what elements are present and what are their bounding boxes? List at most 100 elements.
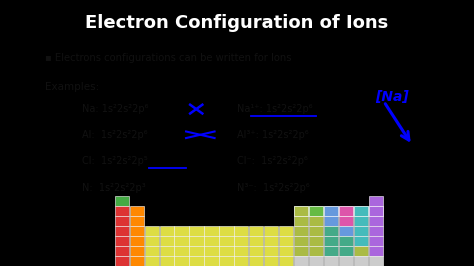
Bar <box>339 246 353 256</box>
Bar <box>324 256 338 266</box>
Bar <box>190 246 204 256</box>
Bar <box>145 256 159 266</box>
Bar <box>130 206 144 216</box>
Text: N³⁻:  1s²2s²2p⁶: N³⁻: 1s²2s²2p⁶ <box>237 183 310 193</box>
Bar <box>324 216 338 226</box>
Bar <box>160 236 174 246</box>
Bar <box>369 206 383 216</box>
Bar <box>234 226 248 236</box>
Bar <box>174 226 189 236</box>
Bar <box>294 206 308 216</box>
Bar <box>309 206 323 216</box>
Bar <box>115 206 129 216</box>
Bar <box>294 236 308 246</box>
Bar <box>190 256 204 266</box>
Text: Al³⁺: 1s²2s²2p⁶: Al³⁺: 1s²2s²2p⁶ <box>237 130 309 140</box>
Bar <box>204 246 219 256</box>
Bar <box>234 256 248 266</box>
Bar <box>324 236 338 246</box>
Bar <box>264 236 278 246</box>
Bar <box>190 236 204 246</box>
Bar <box>219 236 234 246</box>
Bar <box>130 246 144 256</box>
Bar <box>354 236 368 246</box>
Bar <box>130 216 144 226</box>
Bar <box>369 256 383 266</box>
Bar <box>309 226 323 236</box>
Text: N:  1s²2s²2p³: N: 1s²2s²2p³ <box>82 183 146 193</box>
Bar <box>324 206 338 216</box>
Bar <box>160 246 174 256</box>
Bar <box>130 226 144 236</box>
Text: Na: 1s²2s²2p⁶: Na: 1s²2s²2p⁶ <box>82 104 148 114</box>
Bar <box>249 226 264 236</box>
Bar <box>369 236 383 246</box>
Bar <box>369 246 383 256</box>
Bar <box>115 236 129 246</box>
Text: Na¹⁺: 1s²2s²2p⁶: Na¹⁺: 1s²2s²2p⁶ <box>237 104 313 114</box>
Bar <box>279 256 293 266</box>
Bar <box>309 206 323 216</box>
Bar <box>324 226 338 236</box>
Bar <box>219 226 234 236</box>
Bar <box>369 206 383 216</box>
Bar <box>279 236 293 246</box>
Bar <box>339 206 353 216</box>
Bar <box>309 216 323 226</box>
Bar <box>354 226 368 236</box>
Bar <box>264 256 278 266</box>
Bar <box>145 246 159 256</box>
Bar <box>339 236 353 246</box>
Bar <box>279 246 293 256</box>
Bar <box>145 236 159 246</box>
Bar <box>339 206 353 216</box>
Bar <box>354 206 368 216</box>
Bar <box>369 196 383 206</box>
Text: ▪ Electrons configurations can be written for Ions: ▪ Electrons configurations can be writte… <box>46 53 292 63</box>
Bar <box>219 246 234 256</box>
Bar <box>219 256 234 266</box>
Bar <box>354 206 368 216</box>
Bar <box>145 226 159 236</box>
Bar <box>115 196 129 206</box>
Bar <box>324 206 338 216</box>
Bar <box>115 216 129 226</box>
Bar <box>294 216 308 226</box>
Bar <box>115 246 129 256</box>
Bar <box>264 226 278 236</box>
Bar <box>354 216 368 226</box>
Bar <box>279 226 293 236</box>
Bar <box>294 206 308 216</box>
Text: [Na]: [Na] <box>375 90 409 105</box>
Bar <box>339 256 353 266</box>
Bar <box>249 246 264 256</box>
Bar <box>204 226 219 236</box>
Bar <box>160 256 174 266</box>
Bar <box>354 246 368 256</box>
Bar <box>190 226 204 236</box>
Bar <box>130 236 144 246</box>
Bar <box>115 226 129 236</box>
Bar <box>204 256 219 266</box>
Bar <box>115 256 129 266</box>
Bar <box>249 256 264 266</box>
Bar <box>174 256 189 266</box>
Text: Cl:  1s²2s²2p⁵: Cl: 1s²2s²2p⁵ <box>82 156 148 166</box>
Bar <box>339 226 353 236</box>
Bar <box>309 256 323 266</box>
Bar <box>130 256 144 266</box>
Bar <box>249 236 264 246</box>
Text: Cl⁻:  1s²2s²2p⁶: Cl⁻: 1s²2s²2p⁶ <box>237 156 308 166</box>
Bar <box>339 216 353 226</box>
Bar <box>264 246 278 256</box>
Bar <box>174 246 189 256</box>
Bar <box>174 236 189 246</box>
Bar <box>309 246 323 256</box>
Bar <box>234 236 248 246</box>
Text: Electron Configuration of Ions: Electron Configuration of Ions <box>85 14 389 32</box>
Bar <box>369 216 383 226</box>
Bar <box>160 226 174 236</box>
Bar <box>309 236 323 246</box>
Text: Examples:: Examples: <box>46 82 100 92</box>
Bar <box>369 226 383 236</box>
